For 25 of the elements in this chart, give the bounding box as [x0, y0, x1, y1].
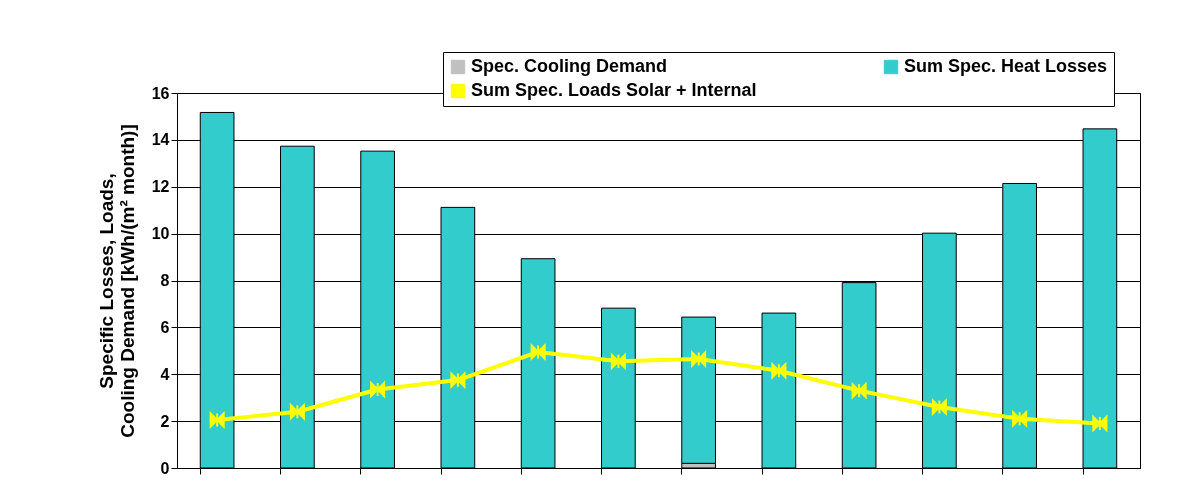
point [530, 344, 546, 360]
point [1092, 415, 1108, 431]
point [450, 372, 466, 388]
point [209, 412, 225, 428]
point [851, 383, 867, 399]
y-tick-label: 4 [160, 365, 170, 383]
legend-label: Spec. Cooling Demand [471, 56, 668, 76]
point [931, 399, 947, 415]
y-tick-label: 10 [151, 225, 170, 243]
y-axis-title: Specific Losses, Loads, Cooling Demand [kWh/(m² month)] [95, 124, 138, 438]
point [1012, 411, 1028, 427]
y-tick-label: 12 [151, 178, 170, 196]
y-tick-label: 8 [160, 272, 170, 289]
y-tick-label: 16 [151, 84, 170, 102]
legend-label: Sum Spec. Loads Solar + Internal [471, 80, 757, 100]
point [370, 381, 386, 397]
legend-label: Sum Spec. Heat Losses [904, 56, 1108, 76]
point [771, 363, 787, 379]
y-tick-label: 6 [160, 318, 170, 336]
point [610, 353, 626, 369]
point [691, 351, 707, 367]
point [289, 404, 305, 420]
y-tick-label: 14 [151, 131, 170, 149]
y-tick-label: 0 [160, 459, 170, 477]
y-tick-label: 2 [160, 412, 170, 430]
